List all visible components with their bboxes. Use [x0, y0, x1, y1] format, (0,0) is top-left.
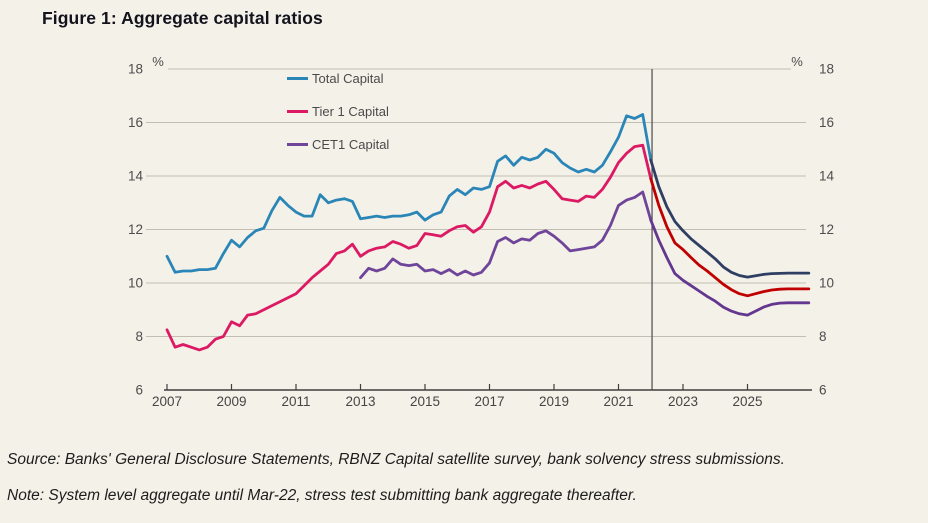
y-axis-label-right-14: 14 — [819, 169, 835, 184]
tier-1-capital-projection-line — [649, 177, 811, 298]
y-axis-label-left-6: 6 — [135, 383, 143, 398]
chart-legend: Total Capital Tier 1 Capital CET1 Capita… — [287, 62, 457, 161]
x-axis-label-2019: 2019 — [539, 394, 569, 409]
y-axis-unit-right: % — [791, 54, 803, 69]
tier-1-capital-line-swatch-icon — [287, 110, 308, 113]
y-axis-label-right-12: 12 — [819, 222, 834, 237]
x-axis-label-2021: 2021 — [603, 394, 633, 409]
legend-label-cet1-capital: CET1 Capital — [312, 137, 390, 152]
y-axis-label-right-6: 6 — [819, 383, 827, 398]
x-axis-label-2011: 2011 — [281, 394, 310, 409]
y-axis-unit-left: % — [152, 54, 164, 69]
x-axis-label-2007: 2007 — [152, 394, 182, 409]
y-axis-label-left-18: 18 — [128, 62, 143, 77]
y-axis-label-left-8: 8 — [135, 329, 143, 344]
legend-item-total-capital: Total Capital — [287, 62, 457, 95]
source-text: Source: Banks' General Disclosure Statem… — [7, 451, 785, 468]
cet1-capital-line-swatch-icon — [287, 143, 308, 146]
y-axis-label-left-14: 14 — [128, 169, 144, 184]
x-axis-label-2025: 2025 — [732, 394, 762, 409]
capital-ratios-chart: 2007 2009 2011 2013 2015 2017 2019 2021 2023 2025… — [128, 54, 835, 409]
total-capital-line-swatch-icon — [287, 77, 308, 80]
cet1-capital-projection-line — [649, 218, 811, 317]
y-axis-label-left-10: 10 — [128, 276, 143, 291]
x-axis-label-2023: 2023 — [668, 394, 698, 409]
figure-footnotes: Source: Banks' General Disclosure Statem… — [7, 450, 921, 523]
x-axis-label-2013: 2013 — [345, 394, 375, 409]
total-capital-projection-line — [649, 158, 811, 279]
y-axis-label-right-8: 8 — [819, 329, 827, 344]
total-capital-line — [165, 113, 653, 274]
x-axis-label-2015: 2015 — [410, 394, 440, 409]
cet1-capital-line — [359, 190, 653, 280]
y-axis-label-left-12: 12 — [128, 222, 143, 237]
figure-title: Figure 1: Aggregate capital ratios — [42, 8, 323, 28]
y-axis-label-right-10: 10 — [819, 276, 834, 291]
chart-plot-area: 2007 2009 2011 2013 2015 2017 2019 2021 2023 2025… — [128, 54, 835, 409]
legend-label-tier-1-capital: Tier 1 Capital — [312, 104, 389, 119]
legend-label-total-capital: Total Capital — [312, 71, 384, 86]
legend-item-cet1-capital: CET1 Capital — [287, 128, 457, 161]
y-axis-label-right-18: 18 — [819, 62, 834, 77]
y-axis-label-left-16: 16 — [128, 115, 143, 130]
y-axis-label-right-16: 16 — [819, 115, 834, 130]
note-text: Note: System level aggregate until Mar-2… — [7, 487, 637, 505]
tier-1-capital-line — [165, 143, 653, 352]
x-axis-label-2017: 2017 — [474, 394, 504, 409]
x-axis-label-2009: 2009 — [216, 394, 246, 409]
legend-item-tier-1-capital: Tier 1 Capital — [287, 95, 457, 128]
